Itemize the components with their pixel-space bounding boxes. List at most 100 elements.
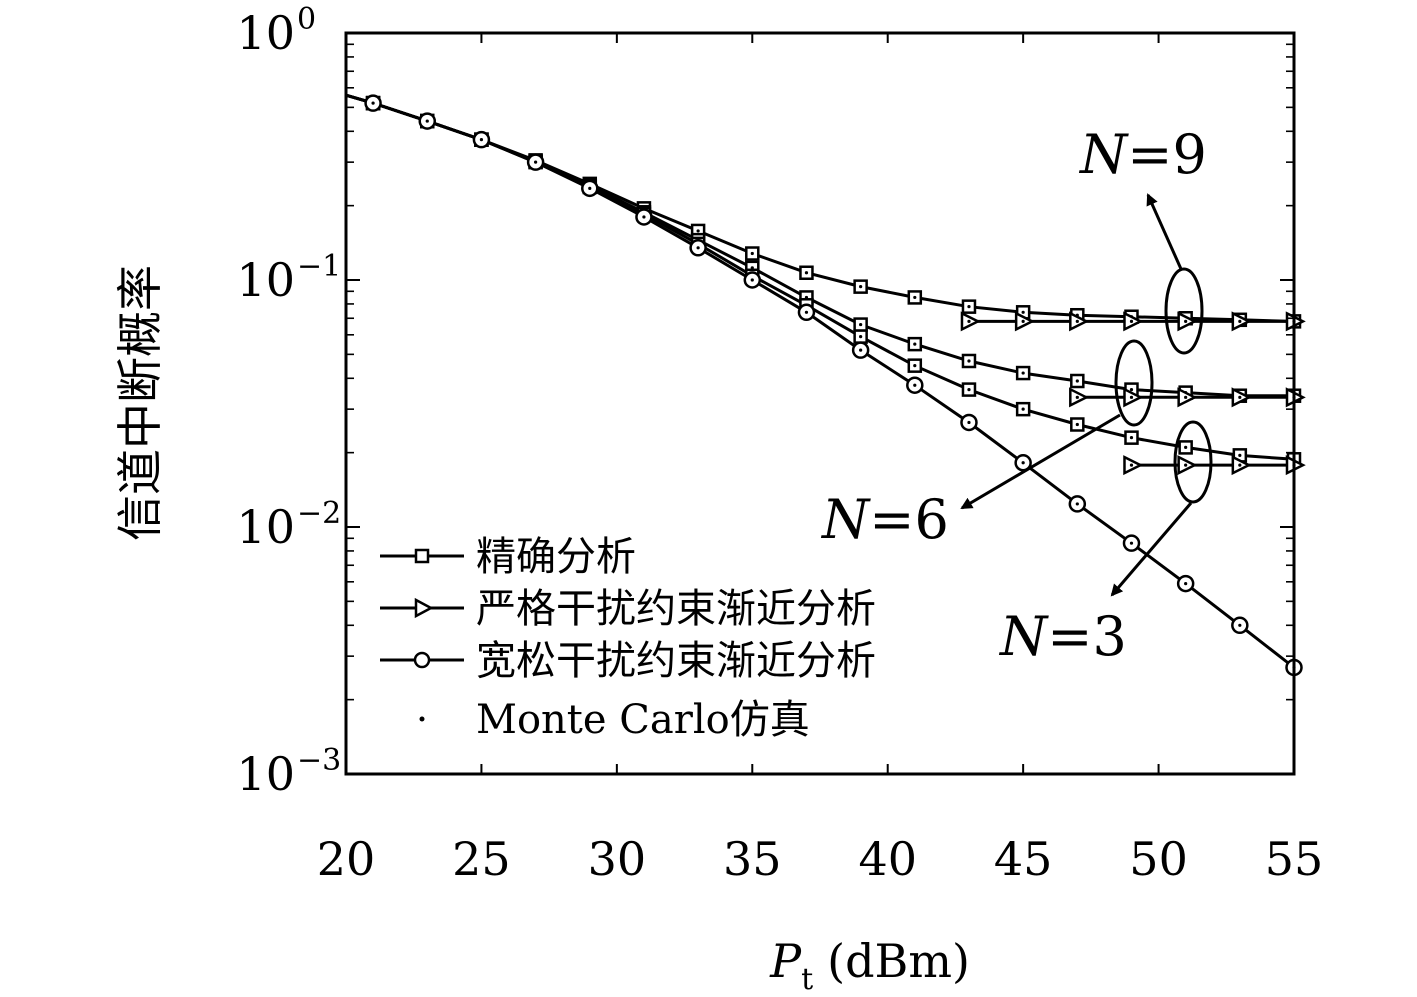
legend-entry-strict: 严格干扰约束渐近分析: [380, 586, 876, 632]
legend-label-strict: 严格干扰约束渐近分析: [476, 586, 876, 632]
monte-carlo-point: [1238, 623, 1242, 627]
legend-entry-relaxed: 宽松干扰约束渐近分析: [380, 638, 876, 684]
monte-carlo-point: [1075, 422, 1079, 427]
monte-carlo-point: [1075, 379, 1079, 383]
monte-carlo-point: [1129, 387, 1134, 392]
monte-carlo-point: [859, 285, 863, 289]
monte-carlo-point: [1184, 463, 1188, 467]
monte-carlo-point: [1021, 310, 1025, 314]
y-axis-title: 信道中断概率: [113, 265, 167, 541]
annotation-arrows: [960, 193, 1193, 597]
legend-triangle-marker: [414, 597, 434, 619]
monte-carlo-point: [1184, 319, 1188, 323]
n6-label: N=6: [820, 488, 949, 551]
monte-carlo-point: [1184, 395, 1188, 399]
y-tick-exponent: −1: [297, 249, 341, 284]
monte-carlo-point: [913, 342, 917, 346]
monte-carlo-point: [1129, 463, 1134, 467]
x-tick-label: 50: [1129, 832, 1188, 886]
monte-carlo-point: [1129, 395, 1134, 399]
legend-dot-marker: [419, 716, 425, 722]
monte-carlo-point: [534, 160, 538, 164]
monte-carlo-point: [967, 387, 971, 392]
n6-arrow: [960, 413, 1121, 510]
x-tick-label: 25: [452, 832, 511, 886]
monte-carlo-point: [588, 186, 592, 190]
monte-carlo-point: [1129, 319, 1134, 323]
n9-arrow: [1146, 193, 1183, 270]
monte-carlo-point: [859, 348, 863, 352]
monte-carlo-point: [859, 322, 863, 327]
monte-carlo-point: [696, 229, 700, 233]
monte-carlo-point: [1184, 445, 1188, 450]
monte-carlo-point: [1238, 319, 1242, 323]
monte-carlo-point: [967, 319, 971, 323]
legend-circle-marker: [413, 651, 431, 669]
legend-square-marker: [414, 548, 430, 564]
monte-carlo-point: [804, 271, 809, 275]
group-ellipses: [1114, 267, 1213, 504]
series-n3-triangle-right: [1123, 455, 1306, 476]
annotation-labels: N=9 N=6 N=3: [820, 123, 1207, 668]
n3-group-ellipse: [1173, 420, 1213, 504]
n3-label: N=3: [998, 605, 1127, 668]
x-tick-label: 40: [858, 832, 917, 886]
legend-label-exact: 精确分析: [476, 534, 636, 580]
monte-carlo-point: [1184, 581, 1188, 586]
y-tick-exponent: 0: [297, 2, 316, 37]
x-tick-label: 55: [1265, 832, 1324, 886]
monte-carlo-point: [642, 215, 646, 219]
x-axis-title: Pt (dBm): [769, 934, 970, 997]
monte-carlo-point: [1129, 436, 1134, 440]
monte-carlo-point: [1075, 502, 1079, 506]
y-tick-label: 10: [236, 6, 295, 60]
x-axis-title-symbol: P: [769, 934, 802, 988]
monte-carlo-point: [913, 383, 917, 387]
monte-carlo-point: [913, 295, 917, 300]
y-tick-exponent: −3: [297, 743, 341, 778]
monte-carlo-point: [1021, 371, 1025, 375]
plot-frame: [344, 31, 1296, 776]
monte-carlo-point: [1238, 395, 1242, 399]
monte-carlo-point: [750, 278, 754, 282]
monte-carlo-point: [371, 101, 375, 105]
x-tick-label: 35: [723, 832, 782, 886]
n9-group-ellipse: [1164, 267, 1204, 355]
monte-carlo-point: [1129, 541, 1134, 545]
x-tick-label: 45: [994, 832, 1053, 886]
monte-carlo-point: [750, 251, 754, 256]
series-n9-triangle-right: [960, 311, 1306, 332]
x-axis-title-unit: (dBm): [827, 934, 970, 988]
monte-carlo-point: [1021, 319, 1025, 323]
legend-label-monte-carlo: Monte Carlo仿真: [476, 697, 810, 743]
monte-carlo-point: [1021, 461, 1025, 465]
monte-carlo-point: [967, 359, 971, 363]
y-tick-label: 10: [236, 253, 295, 307]
monte-carlo-point: [1238, 453, 1242, 457]
y-tick-label: 10: [236, 747, 295, 801]
n6-group-ellipse: [1114, 339, 1154, 427]
y-tick-exponent: −2: [297, 496, 341, 531]
y-tick-label: 10: [236, 500, 295, 554]
monte-carlo-point: [913, 364, 917, 368]
monte-carlo-point: [967, 420, 971, 425]
legend-label-relaxed: 宽松干扰约束渐近分析: [476, 638, 876, 684]
legend-entry-exact: 精确分析: [380, 534, 636, 580]
monte-carlo-point: [1075, 395, 1079, 399]
x-tick-label: 20: [317, 832, 376, 886]
monte-carlo-point: [479, 138, 484, 142]
x-axis-title-subscript: t: [801, 962, 813, 997]
series-n6-square: [345, 93, 1302, 403]
monte-carlo-point: [425, 119, 429, 123]
legend: 精确分析 严格干扰约束渐近分析 宽松干扰约束渐近分析 Monte Carlo仿真: [380, 534, 876, 743]
monte-carlo-point: [1238, 463, 1242, 467]
monte-carlo-point: [1075, 319, 1079, 323]
monte-carlo-point: [804, 310, 809, 314]
x-tick-label: 30: [588, 832, 647, 886]
monte-carlo-point: [967, 305, 971, 309]
monte-carlo-point: [696, 246, 700, 250]
n9-label: N=9: [1078, 123, 1207, 186]
n3-arrow: [1110, 502, 1193, 597]
